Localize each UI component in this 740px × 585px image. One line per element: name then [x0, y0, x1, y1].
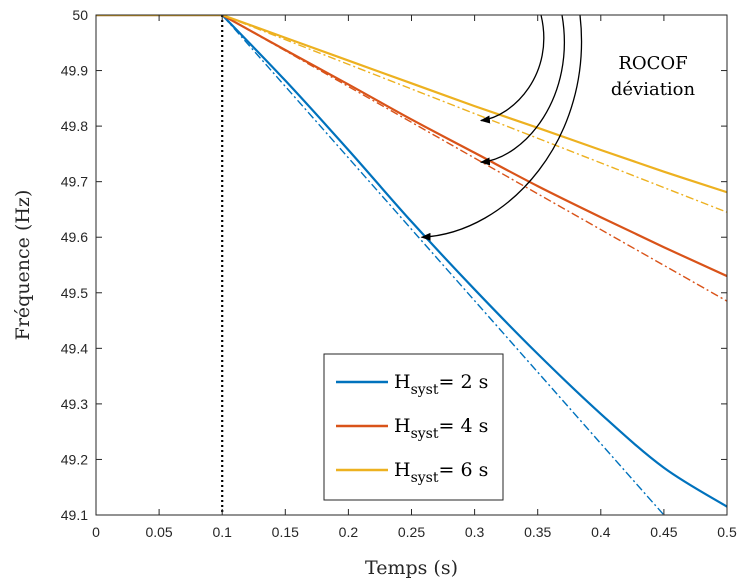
- annotation-layer: ROCOF déviation: [420, 14, 696, 241]
- annotation-text: ROCOF: [618, 53, 687, 74]
- series-line: [96, 15, 727, 194]
- y-tick-label: 49.9: [61, 63, 88, 79]
- x-tick-label: 0.4: [591, 524, 611, 540]
- y-tick-label: 49.1: [61, 507, 88, 523]
- series-line: [96, 15, 665, 515]
- x-tick-label: 0.45: [650, 524, 677, 540]
- y-tick-label: 49.4: [61, 340, 88, 356]
- y-tick-label: 50: [72, 7, 88, 23]
- y-axis-label: Fréquence (Hz): [12, 190, 34, 341]
- annotation-arrow: [479, 14, 565, 166]
- legend: Hsyst= 2 s Hsyst= 4 s Hsyst= 6 s: [323, 353, 504, 501]
- x-tick-label: 0.5: [717, 524, 737, 540]
- x-tick-label: 0.2: [339, 524, 359, 540]
- series-layer: [96, 15, 727, 515]
- x-tick-label: 0.3: [465, 524, 485, 540]
- annotation-arrow: [479, 14, 545, 124]
- series-line: [96, 15, 727, 508]
- x-tick-label: 0: [92, 524, 100, 540]
- x-tick-label: 0.15: [272, 524, 299, 540]
- x-axis-label: Temps (s): [365, 557, 458, 579]
- legend-entry: Hsyst= 4 s: [394, 415, 488, 442]
- y-tick-label: 49.7: [61, 174, 88, 190]
- legend-entry: Hsyst= 6 s: [394, 459, 488, 486]
- y-tick-label: 49.3: [61, 396, 88, 412]
- y-tick-label: 49.8: [61, 118, 88, 134]
- x-tick-label: 0.25: [398, 524, 425, 540]
- series-line: [96, 15, 727, 278]
- axes-layer: 0 0.05 0.1 0.15 0.2 0.25 0.3 0.35 0.4 0.45 0.5 49.1…: [61, 7, 737, 540]
- y-tick-label: 49.5: [61, 285, 88, 301]
- legend-entry: Hsyst= 2 s: [394, 371, 488, 398]
- x-tick-label: 0.35: [524, 524, 551, 540]
- annotation-arrow: [420, 14, 583, 241]
- annotation-text: déviation: [611, 79, 696, 100]
- y-tick-label: 49.6: [61, 229, 88, 245]
- y-tick-label: 49.2: [61, 451, 88, 467]
- x-tick-label: 0.1: [212, 524, 232, 540]
- x-tick-label: 0.05: [145, 524, 172, 540]
